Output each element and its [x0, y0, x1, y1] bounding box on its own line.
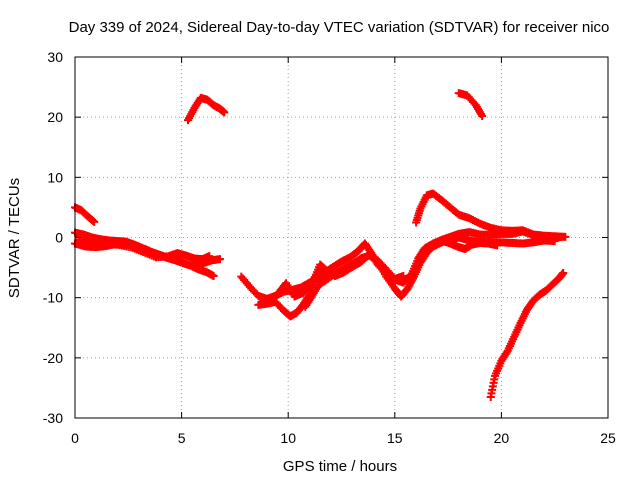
y-tick-label: -30: [43, 410, 63, 426]
plot-frame: [74, 56, 609, 419]
y-tick-label: 20: [47, 109, 63, 125]
x-axis-label: GPS time / hours: [283, 458, 397, 475]
data-series-arc-1: [71, 203, 99, 226]
data-series-arc-7: [254, 250, 408, 321]
data-series-arc-10: [412, 189, 570, 241]
y-tick-label: -10: [43, 290, 63, 306]
data-series-arc-5: [183, 93, 229, 125]
x-tick-label: 10: [280, 430, 296, 446]
data-point: [478, 111, 487, 120]
axis-ticks: 0 5 10 15 20 25 -30 -20 -10 0 10 20 30: [43, 49, 616, 446]
y-tick-label: 0: [55, 230, 63, 246]
data-point: [493, 241, 502, 250]
x-tick-label: 20: [494, 430, 510, 446]
data-series-arc-13: [486, 268, 568, 401]
data-point: [205, 252, 214, 261]
y-tick-label: 30: [47, 49, 63, 65]
x-tick-label: 0: [71, 430, 79, 446]
chart-title: Day 339 of 2024, Sidereal Day-to-day VTE…: [69, 19, 610, 36]
data-point: [215, 255, 224, 264]
data-series-arc-12: [454, 89, 487, 120]
x-tick-label: 5: [178, 430, 186, 446]
y-axis-label: SDTVAR / TECUs: [6, 178, 23, 298]
data-points: [71, 89, 570, 401]
y-tick-label: -20: [43, 350, 63, 366]
data-point: [90, 217, 99, 226]
data-point: [559, 268, 568, 277]
x-tick-label: 25: [600, 430, 616, 446]
data-point: [561, 232, 570, 241]
data-series-arc-4: [75, 235, 214, 264]
grid: [75, 57, 608, 418]
data-point: [220, 108, 229, 117]
data-series-arc-11: [437, 236, 502, 253]
data-point: [209, 272, 218, 281]
y-tick-label: 10: [47, 169, 63, 185]
x-tick-label: 15: [387, 430, 403, 446]
